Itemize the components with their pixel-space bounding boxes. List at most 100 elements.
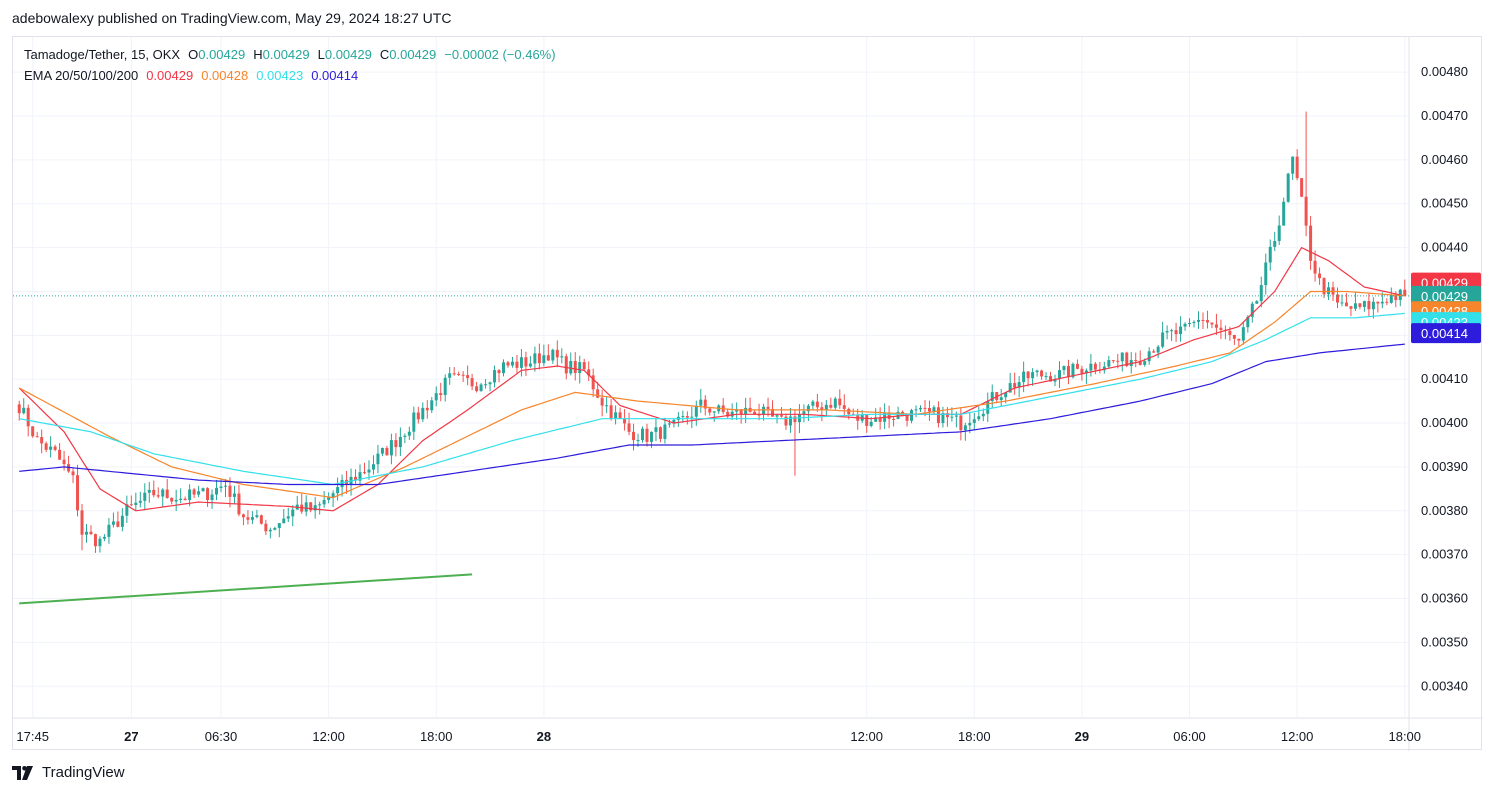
- ema-line-ema100: [19, 312, 1405, 486]
- candle-body: [466, 375, 470, 379]
- legend-symbol[interactable]: Tamadoge/Tether, 15, OKX: [24, 47, 181, 62]
- candle-body: [1255, 301, 1259, 304]
- candle-body: [219, 486, 223, 488]
- candle-body: [49, 446, 53, 450]
- candle-body: [806, 405, 810, 412]
- candle-body: [865, 414, 869, 426]
- candle-body: [1385, 301, 1389, 303]
- candle-body: [85, 531, 88, 535]
- candle-body: [1147, 351, 1151, 362]
- candle-body: [1022, 371, 1026, 383]
- candle-body: [1066, 366, 1070, 378]
- candle-body: [385, 447, 389, 456]
- candle-body: [44, 443, 48, 450]
- candle-body: [1358, 303, 1362, 307]
- candle-body: [600, 397, 604, 406]
- candle-body: [232, 493, 236, 497]
- candle-body: [1273, 240, 1277, 247]
- candle-body: [277, 523, 281, 529]
- y-tick-label: 0.00380: [1421, 503, 1468, 518]
- candle-body: [502, 362, 505, 374]
- candle-body: [1192, 321, 1196, 324]
- candle-body: [1237, 338, 1241, 341]
- y-tick-label: 0.00440: [1421, 240, 1468, 255]
- trend-line: [19, 573, 473, 605]
- candle-body: [1089, 363, 1093, 371]
- candle-body: [1394, 294, 1398, 300]
- footer-brand[interactable]: TradingView: [42, 764, 125, 781]
- legend-ema-label[interactable]: EMA 20/50/100/200: [24, 68, 139, 83]
- candle-body: [1214, 324, 1218, 328]
- candle-body: [340, 479, 344, 488]
- candle-body: [537, 353, 541, 364]
- candle-body: [645, 428, 649, 442]
- candle-body: [156, 495, 160, 497]
- candle-body: [98, 538, 102, 547]
- candle-body: [358, 472, 362, 481]
- candle-body: [17, 404, 21, 414]
- candle-body: [582, 362, 586, 370]
- x-tick-label: 06:30: [205, 729, 238, 744]
- candle-body: [618, 412, 622, 419]
- y-tick-label: 0.00370: [1421, 547, 1468, 562]
- candle-body: [623, 418, 627, 424]
- chart-frame[interactable]: 0.00480 0.00470 0.00460 0.00450 0.00440 0.004…: [12, 36, 1483, 751]
- candle-body: [1241, 327, 1245, 341]
- candle-body: [690, 416, 694, 418]
- candle-body: [179, 498, 183, 501]
- x-tick-label: 12:00: [850, 729, 883, 744]
- candle-body: [959, 415, 963, 431]
- candle-body: [641, 428, 644, 441]
- candle-body: [1102, 366, 1106, 371]
- candle-body: [71, 471, 75, 476]
- price-badge: [1411, 323, 1481, 344]
- candle-body: [1282, 201, 1286, 226]
- candle-body: [138, 500, 142, 503]
- candle-body: [40, 437, 44, 444]
- candle-body: [1286, 173, 1290, 202]
- candle-body: [1336, 294, 1339, 303]
- candle-body: [1120, 352, 1124, 362]
- candle-body: [125, 504, 129, 516]
- candle-body: [910, 410, 914, 421]
- candle-body: [210, 494, 214, 501]
- candle-body: [1026, 371, 1030, 379]
- candle-body: [1058, 370, 1061, 379]
- candle-body: [1291, 156, 1295, 174]
- candle-body: [425, 407, 429, 411]
- candle-body: [1044, 376, 1048, 378]
- candle-body: [1277, 225, 1281, 241]
- candle-body: [887, 413, 891, 419]
- candle-body: [811, 401, 815, 406]
- legend-high-value: 0.00429: [262, 47, 310, 62]
- candle-body: [842, 405, 846, 409]
- candle-body: [739, 409, 743, 415]
- candle-body: [421, 407, 425, 420]
- candle-body: [1080, 368, 1084, 374]
- candle-body: [313, 505, 317, 511]
- candle-body: [654, 427, 658, 432]
- candle-body: [1210, 322, 1214, 325]
- candle-body: [744, 407, 748, 415]
- candle-body: [147, 489, 151, 493]
- candle-body: [1327, 287, 1331, 295]
- candles: [17, 111, 1407, 553]
- candle-body: [380, 447, 384, 454]
- candle-body: [461, 374, 465, 376]
- y-tick-label: 0.00340: [1421, 678, 1468, 693]
- candle-body: [475, 386, 479, 392]
- legend-change: −0.00002 (−0.46%): [444, 47, 556, 62]
- candle-body: [1344, 302, 1348, 307]
- candle-body: [510, 361, 514, 366]
- candle-body: [1300, 178, 1304, 197]
- candle-body: [398, 436, 402, 448]
- x-tick-label: 18:00: [1388, 729, 1421, 744]
- legend-open-label: O: [188, 47, 199, 62]
- legend-high-label: H: [253, 47, 263, 62]
- candle-body: [1111, 360, 1115, 362]
- candle-body: [197, 491, 201, 495]
- candle-body: [389, 440, 393, 456]
- candle-body: [1013, 383, 1017, 388]
- chart-canvas[interactable]: 0.00480 0.00470 0.00460 0.00450 0.00440 0.004…: [13, 37, 1483, 751]
- ema-line-ema200: [19, 343, 1405, 486]
